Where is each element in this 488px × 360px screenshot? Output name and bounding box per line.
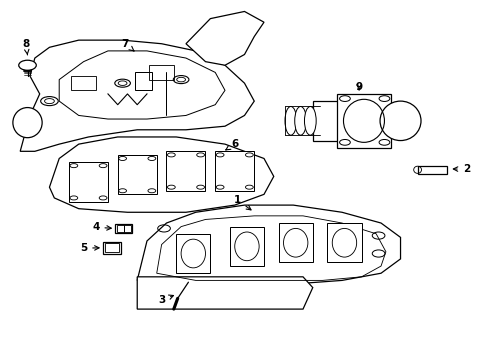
Text: 5: 5 — [80, 243, 99, 253]
Polygon shape — [49, 137, 273, 212]
Bar — [123, 225, 131, 232]
Bar — [149, 65, 173, 80]
Polygon shape — [336, 94, 390, 148]
Polygon shape — [69, 162, 108, 202]
Text: 1: 1 — [233, 195, 250, 210]
Polygon shape — [118, 155, 157, 194]
Polygon shape — [166, 151, 205, 191]
Text: 2: 2 — [452, 164, 469, 174]
Ellipse shape — [19, 60, 36, 70]
Ellipse shape — [285, 107, 296, 135]
Text: 6: 6 — [225, 139, 238, 150]
Text: 4: 4 — [92, 222, 111, 232]
Polygon shape — [215, 151, 254, 191]
Bar — [117, 225, 123, 232]
Bar — [71, 76, 96, 90]
Polygon shape — [137, 277, 312, 309]
Polygon shape — [20, 40, 254, 151]
Polygon shape — [185, 12, 264, 65]
Polygon shape — [229, 226, 264, 266]
Polygon shape — [327, 223, 361, 262]
Bar — [105, 243, 119, 252]
Bar — [115, 224, 132, 233]
Ellipse shape — [379, 101, 420, 140]
Ellipse shape — [294, 107, 306, 135]
Polygon shape — [176, 234, 210, 273]
Polygon shape — [137, 205, 400, 284]
Text: 9: 9 — [355, 82, 362, 92]
Ellipse shape — [304, 107, 316, 135]
Text: 8: 8 — [22, 40, 30, 55]
Text: 3: 3 — [158, 295, 173, 305]
Bar — [103, 242, 121, 253]
Bar — [417, 166, 446, 174]
Text: 7: 7 — [121, 39, 134, 51]
Ellipse shape — [13, 108, 42, 138]
Polygon shape — [312, 101, 341, 140]
Polygon shape — [278, 223, 312, 262]
